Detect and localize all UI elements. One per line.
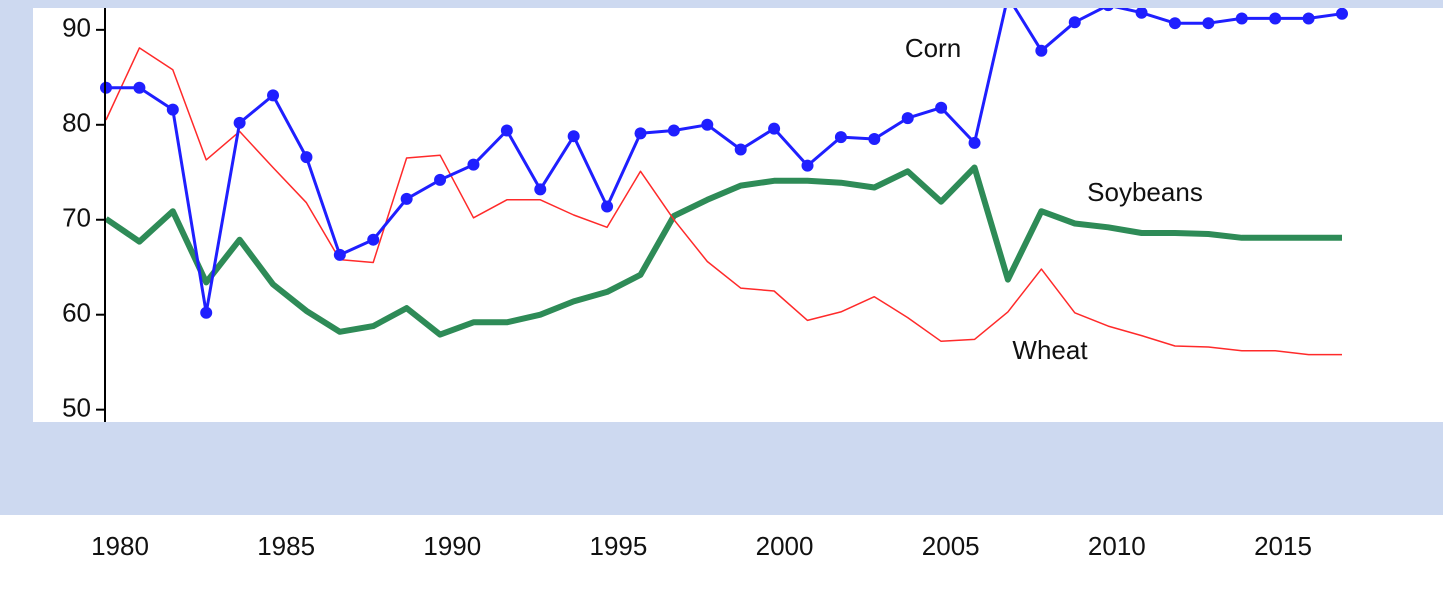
marker [333,248,346,261]
x-tick-label: 2000 [756,531,814,561]
marker [166,103,179,116]
marker [500,124,513,137]
marker [434,173,447,186]
series-line [106,8,1343,315]
x-tick-label: 1985 [257,531,315,561]
marker [200,306,213,319]
marker [1235,12,1248,25]
marker [901,112,914,125]
marker [1269,12,1282,25]
marker [634,127,647,140]
frame-top [0,0,1443,8]
x-tick-label: 2015 [1254,531,1312,561]
plot-area [100,8,1348,356]
marker [834,131,847,144]
marker [400,192,413,205]
marker [467,158,480,171]
y-tick-label: 80 [62,108,91,138]
marker [1068,16,1081,29]
marker [768,122,781,135]
y-tick-label: 50 [62,393,91,423]
x-tick-label: 1980 [91,531,149,561]
x-tick-label: 1995 [590,531,648,561]
series-line [105,47,1342,356]
marker [367,233,380,246]
marker [267,89,280,102]
marker [701,118,714,131]
y-tick-label: 70 [62,203,91,233]
marker [1336,8,1348,20]
marker [801,159,814,172]
marker [868,133,881,146]
marker [1102,8,1114,12]
series-label: Soybeans [1087,177,1203,207]
marker [968,136,981,149]
marker [1202,17,1215,30]
marker [534,183,547,196]
series-line [104,164,1342,338]
marker [1035,44,1048,57]
y-tick-label: 90 [62,13,91,43]
marker [734,143,747,156]
marker [300,151,313,164]
marker [567,130,580,143]
series-label: Corn [905,33,961,63]
marker [1135,8,1148,19]
marker [601,200,614,213]
marker [935,101,948,114]
x-tick-label: 1990 [423,531,481,561]
x-tick-label: 2005 [922,531,980,561]
frame-left [0,0,33,422]
marker [133,81,146,94]
marker [233,116,246,129]
y-tick-label: 60 [62,298,91,328]
marker [1302,12,1315,25]
x-tick-label: 2010 [1088,531,1146,561]
frame-band [0,422,1443,515]
marker [1168,17,1181,30]
series-label: Wheat [1012,335,1088,365]
marker [667,124,680,137]
